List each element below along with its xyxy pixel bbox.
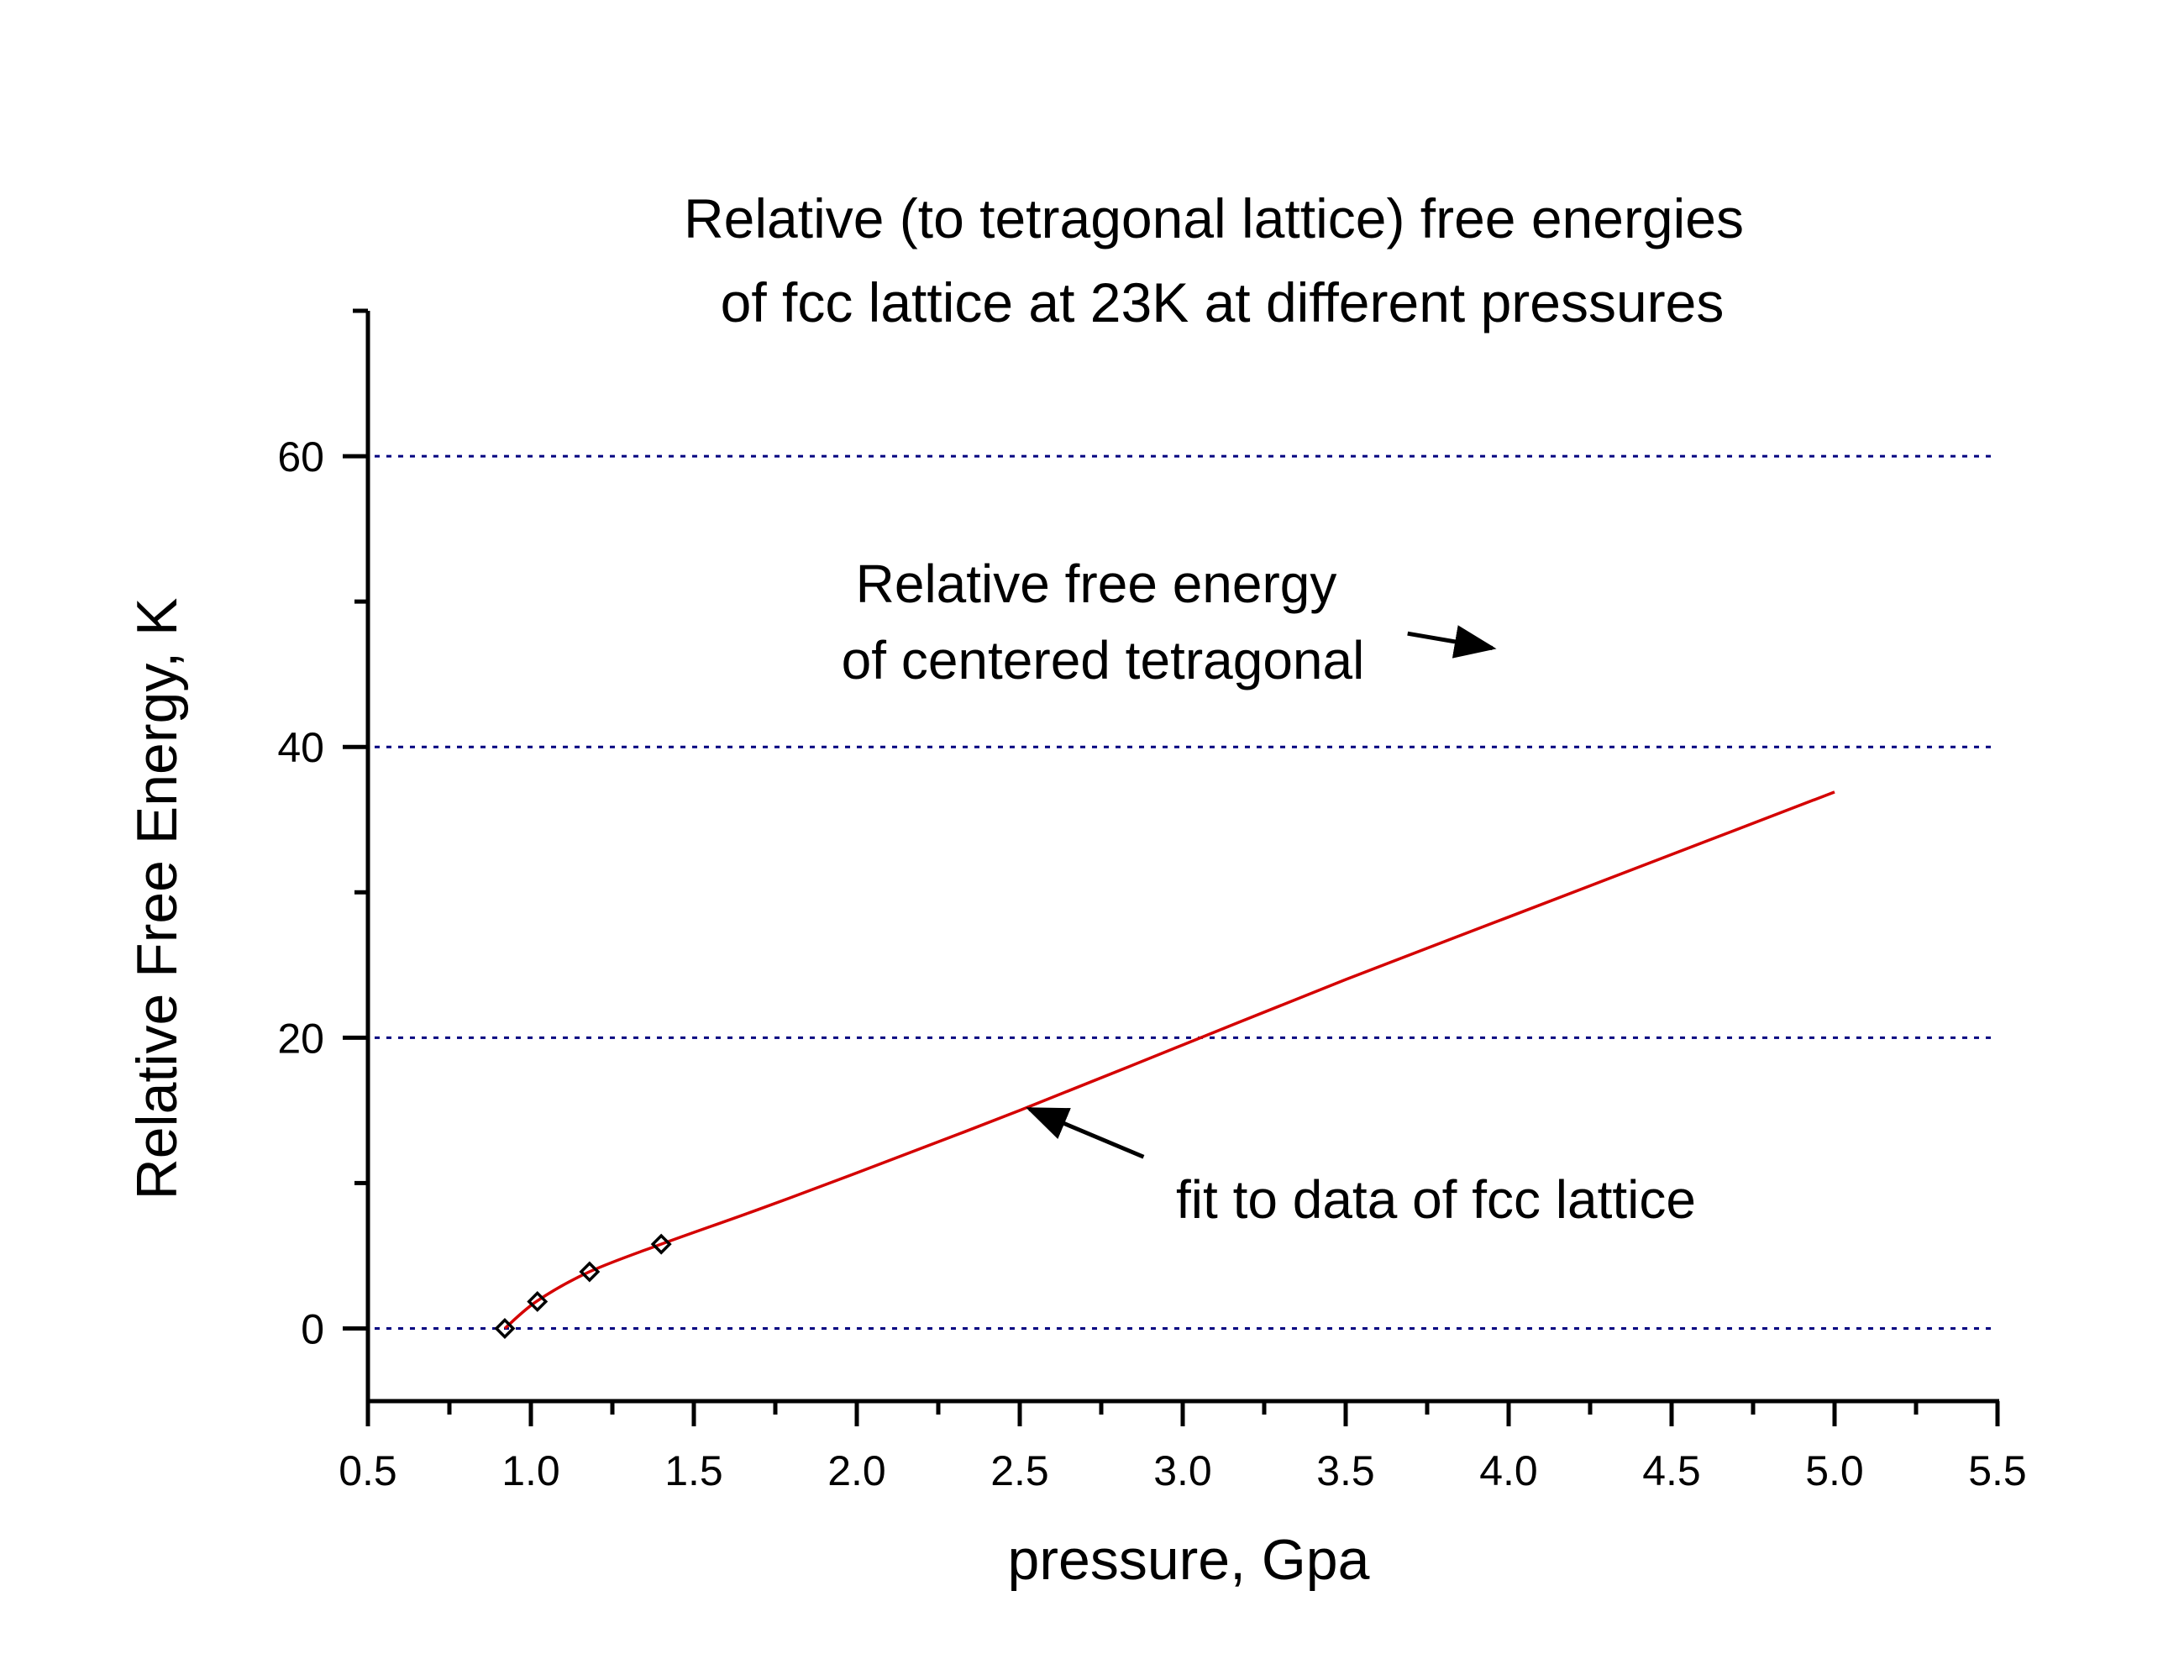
- x-tick-label: 4.0: [1479, 1447, 1538, 1494]
- y-tick-label: 60: [277, 433, 324, 480]
- annotation-tetragonal-line-2: of centered tetragonal: [842, 630, 1365, 690]
- data-point-marker: [579, 1261, 601, 1283]
- chart-title: Relative (to tetragonal lattice) free en…: [684, 187, 1744, 333]
- annotation-arrows: [1026, 625, 1497, 1159]
- y-axis-ticks: 0 20 40 60: [277, 433, 368, 1352]
- x-tick-label: 4.5: [1642, 1447, 1701, 1494]
- arrow-tetragonal: [1407, 625, 1497, 659]
- y-tick-label: 0: [301, 1305, 324, 1352]
- x-tick-label: 1.0: [501, 1447, 560, 1494]
- x-tick-label: 2.0: [827, 1447, 886, 1494]
- annotation-fit-label: fit to data of fcc lattice: [1176, 1169, 1696, 1230]
- x-tick-label: 3.0: [1153, 1447, 1212, 1494]
- data-point-marker: [650, 1233, 672, 1255]
- x-axis-label: pressure, Gpa: [1008, 1528, 1370, 1592]
- x-tick-label: 2.5: [990, 1447, 1049, 1494]
- y-tick-label: 20: [277, 1015, 324, 1062]
- x-tick-label: 5.5: [1968, 1447, 2027, 1494]
- data-point-marker: [527, 1290, 549, 1312]
- annotation-tetragonal: Relative free energy of centered tetrago…: [842, 554, 1365, 690]
- fit-line: [503, 790, 1835, 1330]
- x-tick-label: 3.5: [1316, 1447, 1375, 1494]
- y-axis-label: Relative Free Energy, K: [125, 598, 189, 1200]
- fit-line-series: [503, 790, 1835, 1330]
- y-tick-label: 40: [277, 724, 324, 771]
- axes: [353, 308, 1999, 1404]
- chart-title-line-1: Relative (to tetragonal lattice) free en…: [684, 187, 1744, 249]
- data-point-marker: [494, 1317, 516, 1339]
- chart-title-line-2: of fcc lattice at 23K at different press…: [721, 271, 1725, 333]
- x-tick-label: 0.5: [339, 1447, 397, 1494]
- x-axis-ticks: 0.5 1.0 1.5 2.0 2.5 3.0 3.5 4.0 4.5 5.0 5.5: [339, 1401, 2027, 1494]
- x-tick-label: 5.0: [1805, 1447, 1864, 1494]
- data-points-series: [494, 1233, 672, 1339]
- annotation-fit: fit to data of fcc lattice: [1176, 1169, 1696, 1230]
- arrow-fit: [1026, 1106, 1145, 1159]
- annotation-tetragonal-line-1: Relative free energy: [856, 554, 1337, 614]
- x-tick-label: 1.5: [664, 1447, 723, 1494]
